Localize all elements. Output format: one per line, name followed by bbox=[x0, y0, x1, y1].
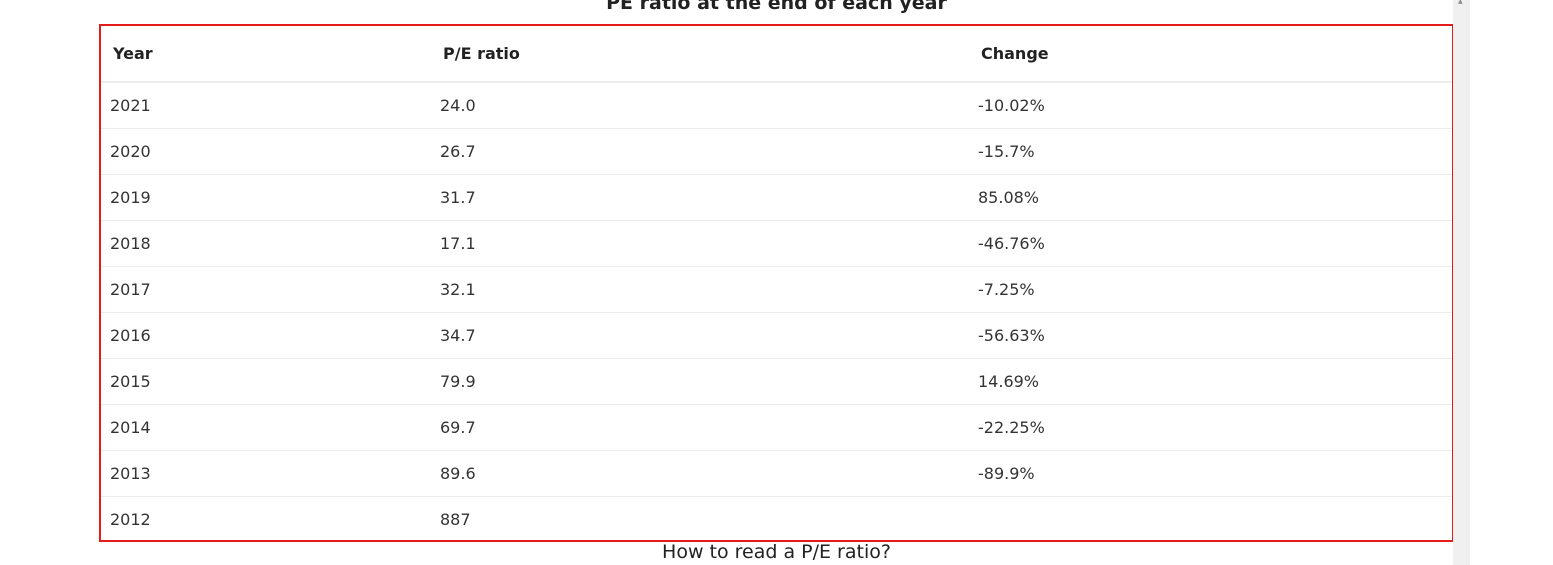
table-row: 2012 887 bbox=[101, 497, 1452, 543]
table-row: 2019 31.7 85.08% bbox=[101, 174, 1452, 221]
cell-change: 14.69% bbox=[969, 358, 1452, 405]
table-row: 2014 69.7 -22.25% bbox=[101, 404, 1452, 451]
table-row: 2021 24.0 -10.02% bbox=[101, 82, 1452, 129]
column-header-year: Year bbox=[101, 26, 431, 83]
cell-pe-ratio: 887 bbox=[440, 510, 471, 529]
scroll-up-arrow-icon[interactable]: ▲ bbox=[1458, 0, 1463, 4]
cell-year: 2017 bbox=[101, 266, 431, 313]
cell-pe-ratio: 26.7 bbox=[431, 128, 969, 175]
table-row: 2018 17.1 -46.76% bbox=[101, 220, 1452, 267]
column-header-change: Change bbox=[969, 26, 1452, 83]
table-body: 2021 24.0 -10.02% 2020 26.7 -15.7% 2019 31.7 85.… bbox=[101, 82, 1452, 542]
cell-year: 2019 bbox=[101, 174, 431, 221]
cell-change bbox=[969, 497, 1452, 543]
cell-year: 2016 bbox=[101, 312, 431, 359]
cell-pe-ratio: 69.7 bbox=[431, 404, 969, 451]
section-title-pe-ratio: PE ratio at the end of each year bbox=[606, 0, 947, 14]
cell-pe-ratio: 34.7 bbox=[431, 312, 969, 359]
column-header-pe-ratio: P/E ratio bbox=[431, 26, 969, 83]
cell-year: 2018 bbox=[101, 220, 431, 267]
table-header-row: Year P/E ratio Change bbox=[101, 26, 1452, 83]
cell-change: -22.25% bbox=[969, 404, 1452, 451]
cell-change: -46.76% bbox=[969, 220, 1452, 267]
cell-pe-ratio: 24.0 bbox=[431, 82, 969, 129]
cell-year: 2013 bbox=[101, 450, 431, 497]
cell-change: -7.25% bbox=[969, 266, 1452, 313]
cell-year: 2020 bbox=[101, 128, 431, 175]
cell-pe-ratio: 79.9 bbox=[431, 358, 969, 405]
cell-pe-ratio: 32.1 bbox=[431, 266, 969, 313]
cell-pe-ratio: 31.7 bbox=[431, 174, 969, 221]
table-row: 2017 32.1 -7.25% bbox=[101, 266, 1452, 313]
scrollbar[interactable] bbox=[1453, 0, 1470, 565]
cell-change: -89.9% bbox=[969, 450, 1452, 497]
cell-year: 2014 bbox=[101, 404, 431, 451]
cell-year: 2012 bbox=[110, 510, 151, 529]
cell-pe-ratio: 89.6 bbox=[431, 450, 969, 497]
cell-year: 2021 bbox=[101, 82, 431, 129]
cell-change: -56.63% bbox=[969, 312, 1452, 359]
cell-change: -15.7% bbox=[969, 128, 1452, 175]
cell-pe-ratio: 17.1 bbox=[431, 220, 969, 267]
table-row: 2020 26.7 -15.7% bbox=[101, 128, 1452, 175]
pe-ratio-table: Year P/E ratio Change 2021 24.0 -10.02% 202… bbox=[101, 26, 1452, 542]
cell-change: 85.08% bbox=[969, 174, 1452, 221]
section-title-how-to-read: How to read a P/E ratio? bbox=[662, 541, 891, 563]
table-row: 2013 89.6 -89.9% bbox=[101, 450, 1452, 497]
pe-ratio-table-highlight: Year P/E ratio Change 2021 24.0 -10.02% 202… bbox=[99, 24, 1454, 542]
table-row: 2016 34.7 -56.63% bbox=[101, 312, 1452, 359]
table-header: Year P/E ratio Change bbox=[101, 26, 1452, 83]
cell-change: -10.02% bbox=[969, 82, 1452, 129]
cell-year: 2015 bbox=[101, 358, 431, 405]
table-row: 2015 79.9 14.69% bbox=[101, 358, 1452, 405]
